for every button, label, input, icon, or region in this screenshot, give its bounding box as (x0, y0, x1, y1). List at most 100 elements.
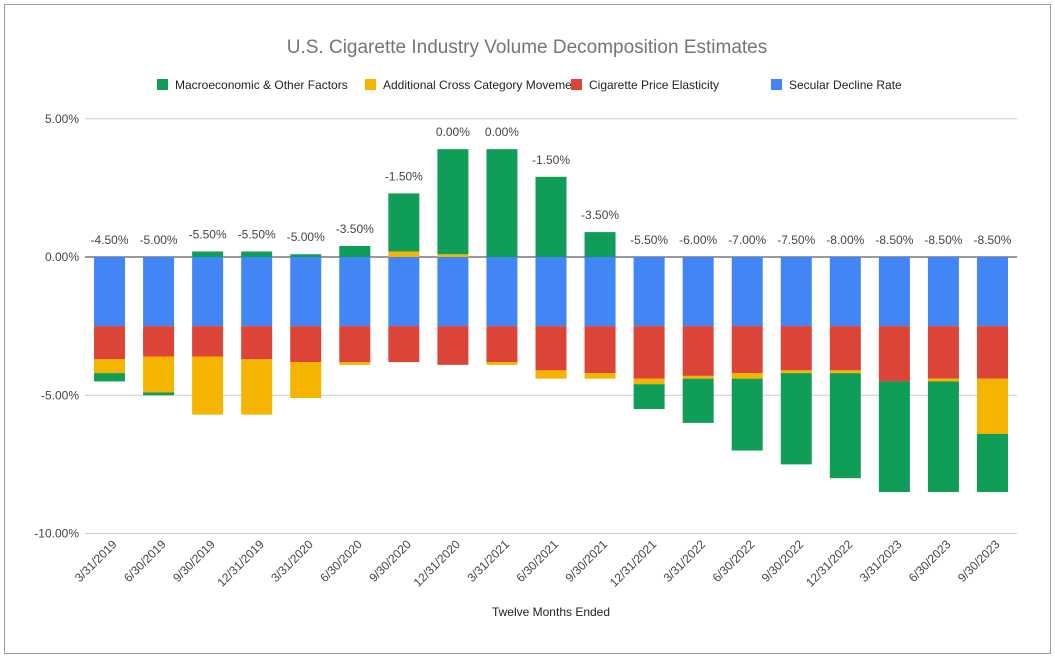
bar-segment-secular-decline-rate (290, 257, 322, 327)
total-data-label: -6.00% (679, 233, 717, 247)
total-data-label: -5.00% (287, 230, 325, 244)
total-data-label: -8.50% (924, 233, 962, 247)
bar-segment-additional-cross-category-movement (388, 251, 420, 257)
bar-segment-macroeconomic-other-factors (976, 433, 1008, 493)
legend-swatch (571, 79, 582, 90)
bar-segment-macroeconomic-other-factors (241, 251, 273, 257)
bar-segment-macroeconomic-other-factors (584, 232, 616, 257)
total-data-label: -4.50% (91, 233, 129, 247)
total-data-label: -1.50% (385, 169, 423, 183)
bar-segment-macroeconomic-other-factors (192, 251, 224, 257)
bar-segment-cigarette-price-elasticity (682, 326, 714, 376)
y-tick-label: 0.00% (45, 250, 79, 264)
bar-segment-additional-cross-category-movement (94, 359, 126, 374)
bar-segment-cigarette-price-elasticity (241, 326, 273, 360)
y-tick-label: -10.00% (34, 527, 79, 541)
bar-segment-cigarette-price-elasticity (976, 326, 1008, 379)
total-data-label: -7.50% (777, 233, 815, 247)
bar-segment-additional-cross-category-movement (829, 370, 861, 374)
total-data-label: -5.00% (140, 233, 178, 247)
bar-segment-macroeconomic-other-factors (339, 245, 371, 257)
bar-segment-cigarette-price-elasticity (829, 326, 861, 371)
bar-segment-additional-cross-category-movement (437, 254, 469, 257)
total-data-label: -5.50% (238, 227, 276, 241)
bar-segment-cigarette-price-elasticity (878, 326, 910, 382)
bar-segment-secular-decline-rate (388, 257, 420, 327)
total-data-label: -5.50% (630, 233, 668, 247)
bar-segment-additional-cross-category-movement (143, 356, 175, 393)
total-data-label: -8.50% (973, 233, 1011, 247)
bar-segment-additional-cross-category-movement (633, 378, 665, 385)
bar-segment-secular-decline-rate (682, 257, 714, 327)
total-data-label: -3.50% (336, 222, 374, 236)
bar-segment-cigarette-price-elasticity (143, 326, 175, 357)
total-data-label: -8.00% (826, 233, 864, 247)
legend-label: Macroeconomic & Other Factors (175, 78, 348, 92)
chart-border (4, 4, 1051, 654)
bar-segment-macroeconomic-other-factors (829, 373, 861, 479)
bars: -4.50% -5.00% -5.50% -5.50% -5.00% -3.50% -1.5… (91, 125, 1012, 493)
bar-segment-additional-cross-category-movement (976, 378, 1008, 434)
bar-segment-macroeconomic-other-factors (535, 176, 567, 257)
bar-segment-additional-cross-category-movement (241, 359, 273, 415)
bar-segment-macroeconomic-other-factors (437, 149, 469, 255)
bar-segment-cigarette-price-elasticity (584, 326, 616, 374)
bar-segment-secular-decline-rate (437, 257, 469, 327)
bar-segment-additional-cross-category-movement (731, 373, 763, 379)
bar-segment-secular-decline-rate (339, 257, 371, 327)
bar-segment-secular-decline-rate (192, 257, 224, 327)
total-data-label: -7.00% (728, 233, 766, 247)
bar-segment-cigarette-price-elasticity (192, 326, 224, 357)
bar-segment-additional-cross-category-movement (682, 375, 714, 379)
bar-segment-macroeconomic-other-factors (94, 373, 126, 382)
legend-swatch (157, 79, 168, 90)
bar-segment-secular-decline-rate (241, 257, 273, 327)
bar-segment-macroeconomic-other-factors (388, 193, 420, 252)
legend-swatch (365, 79, 376, 90)
bar-segment-additional-cross-category-movement (780, 370, 812, 374)
bar-segment-secular-decline-rate (633, 257, 665, 327)
bar-segment-secular-decline-rate (535, 257, 567, 327)
bar-segment-secular-decline-rate (486, 257, 518, 327)
bar-segment-additional-cross-category-movement (290, 362, 322, 399)
legend-swatch (771, 79, 782, 90)
bar-segment-secular-decline-rate (143, 257, 175, 327)
legend: Macroeconomic & Other Factors Additional … (157, 78, 902, 92)
bar-segment-secular-decline-rate (94, 257, 126, 327)
bar-segment-additional-cross-category-movement (192, 356, 224, 415)
total-data-label: -1.50% (532, 153, 570, 167)
bar-segment-additional-cross-category-movement (584, 373, 616, 379)
bar-segment-cigarette-price-elasticity (94, 326, 126, 360)
bar-segment-cigarette-price-elasticity (731, 326, 763, 374)
bar-segment-secular-decline-rate (878, 257, 910, 327)
total-data-label: 0.00% (485, 125, 519, 139)
bar-segment-additional-cross-category-movement (535, 370, 567, 379)
y-tick-label: -5.00% (41, 388, 79, 402)
bar-segment-cigarette-price-elasticity (535, 326, 567, 371)
bar-segment-additional-cross-category-movement (339, 362, 371, 365)
legend-label: Cigarette Price Elasticity (589, 78, 719, 92)
bar-segment-macroeconomic-other-factors (633, 384, 665, 410)
total-data-label: -5.50% (189, 227, 227, 241)
bar-segment-cigarette-price-elasticity (486, 326, 518, 363)
bar-segment-cigarette-price-elasticity (437, 326, 469, 365)
bar-segment-macroeconomic-other-factors (878, 381, 910, 493)
chart-title: U.S. Cigarette Industry Volume Decomposi… (287, 37, 767, 58)
legend-label: Secular Decline Rate (789, 78, 902, 92)
total-data-label: 0.00% (436, 125, 470, 139)
x-axis-title: Twelve Months Ended (492, 605, 610, 619)
bar-segment-macroeconomic-other-factors (682, 378, 714, 423)
y-tick-label: 5.00% (45, 112, 79, 126)
bar-segment-cigarette-price-elasticity (388, 326, 420, 363)
gridlines: 5.00% 0.00% -5.00% -10.00% (34, 112, 1017, 541)
bar-segment-cigarette-price-elasticity (633, 326, 665, 379)
bar-segment-secular-decline-rate (731, 257, 763, 327)
bar-segment-additional-cross-category-movement (486, 362, 518, 365)
bar-segment-cigarette-price-elasticity (780, 326, 812, 371)
bar-segment-secular-decline-rate (927, 257, 959, 327)
bar-segment-macroeconomic-other-factors (780, 373, 812, 465)
bar-segment-macroeconomic-other-factors (143, 392, 175, 396)
bar-segment-cigarette-price-elasticity (339, 326, 371, 363)
